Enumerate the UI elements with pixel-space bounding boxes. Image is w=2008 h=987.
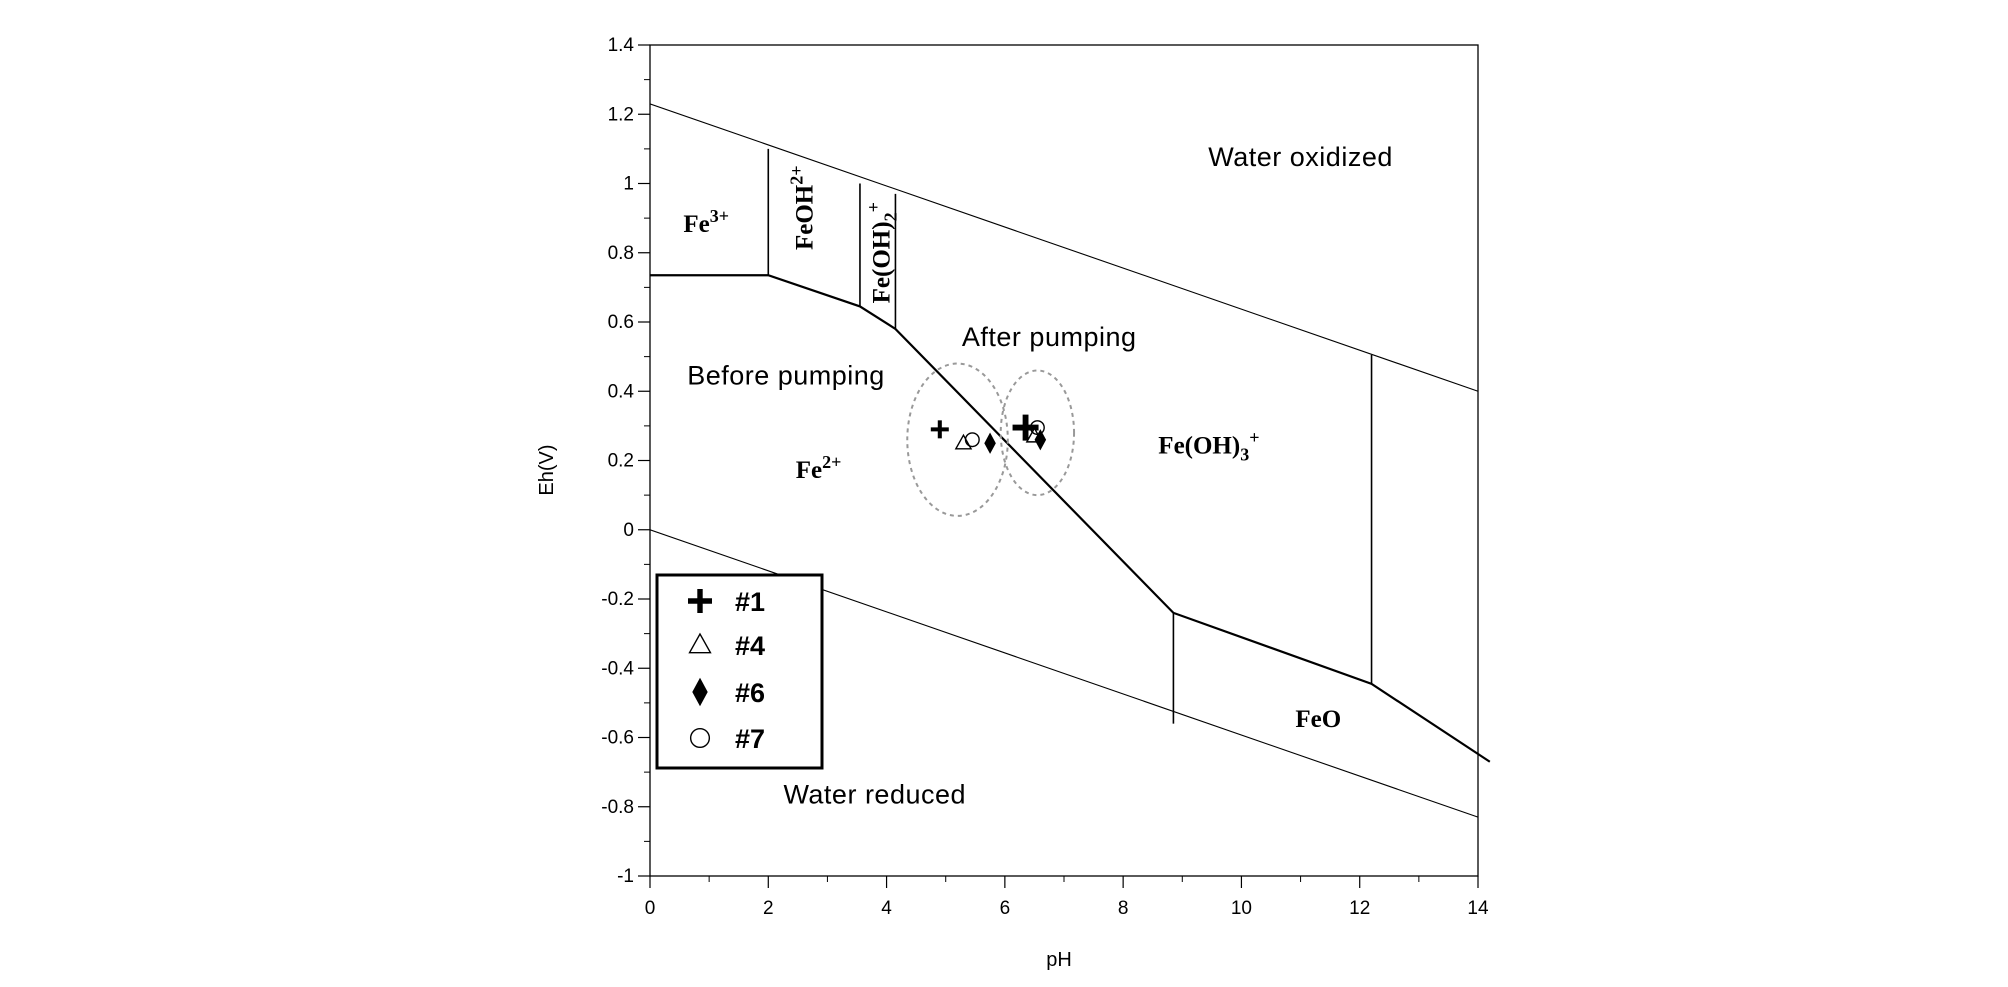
x-tick-label: 10 [1231,898,1252,919]
legend-item-n1: #1 [688,587,765,617]
marker-n6-2 [1034,429,1047,451]
region-label-subscript: 3 [1240,445,1249,465]
region-label-feo: FeO [1295,706,1341,733]
legend-label: #1 [735,587,765,617]
x-tick-label: 4 [881,898,892,919]
x-tick-label: 12 [1349,898,1370,919]
x-axis-label: pH [1046,949,1072,971]
region-label-fe-oh-2-: Fe(OH)2+ [864,202,901,303]
y-axis-label: Eh(V) [536,444,558,495]
region-label-superscript: + [864,202,884,212]
y-tick-label: 1 [623,174,634,195]
y-tick-label: -1 [617,866,634,887]
x-axis-ticks: 0 2 4 6 8 10 12 14 [645,876,1489,919]
region-label-fe-oh-3-: Fe(OH)3+ [1158,428,1259,465]
y-tick-label: 1.4 [608,35,635,56]
marker-n4-1 [954,433,973,450]
region-label-subscript: 2 [881,212,901,221]
x-tick-label: 0 [645,898,656,919]
ellipse-after-pumping [999,369,1076,497]
y-tick-label: 0.2 [608,451,634,472]
x-tick-label: 14 [1467,898,1489,919]
legend-box [655,573,824,770]
region-label-superscript: 3+ [710,206,729,226]
data-markers [930,414,1047,454]
legend-label: #4 [735,631,765,661]
region-label-feoh2-: FeOH2+ [787,165,819,250]
legend-item-n7: #7 [689,724,765,754]
marker-n7-2 [1029,420,1045,436]
x-tick-label: 8 [1118,898,1129,919]
legend-label: #7 [735,724,765,754]
water-oxidation-line [650,103,1479,392]
legend-marker-plus [688,589,712,613]
ellipse-before-pumping [906,362,1009,517]
region-label-water-oxidized: Water oxidized [1208,142,1393,172]
y-tick-label: 0.6 [608,312,634,333]
region-label-text: FeOH [792,184,819,250]
region-label-after-pumping: After pumping [962,322,1137,352]
region-label-superscript: 2+ [822,452,841,472]
region-label-before-pumping: Before pumping [687,360,885,390]
region-label-text: FeO [1295,706,1341,733]
region-label-superscript: + [1249,428,1259,448]
y-tick-label: -0.8 [601,797,634,818]
legend-item-n6: #6 [692,677,765,708]
y-tick-label: -0.4 [601,658,634,679]
region-label-superscript: 2+ [787,165,807,184]
x-tick-label: 2 [763,898,774,919]
legend-marker-circle [689,727,711,749]
region-label-fe3-: Fe3+ [683,206,729,238]
region-label-text: Fe [796,457,822,484]
y-tick-label: 0 [623,520,634,541]
legend: #1 #4 #6 #7 [655,573,824,770]
y-axis-ticks: 1.4 1.2 1 0.8 0.6 0.4 0.2 0 -0.2 -0.4 -0.6 -0.8 -1 [601,35,650,887]
marker-n1-1 [930,420,949,439]
group-ellipses [906,362,1076,517]
legend-marker-diamond [692,677,708,707]
x-tick-label: 6 [1000,898,1011,919]
y-tick-label: 1.2 [608,104,634,125]
region-labels: Water oxidized Water reduced Before pumpin… [683,142,1392,809]
y-tick-label: -0.2 [601,589,634,610]
region-label-text: Fe(OH) [869,221,896,303]
marker-n7-1 [964,432,980,448]
region-label-text: Fe(OH) [1158,433,1240,460]
region-label-text: Fe [683,211,709,238]
legend-label: #6 [735,678,765,708]
region-label-fe2-: Fe2+ [796,452,842,484]
y-tick-label: -0.6 [601,728,634,749]
y-tick-label: 0.8 [608,243,634,264]
legend-item-n4: #4 [688,631,765,661]
y-tick-label: 0.4 [608,381,635,402]
legend-marker-triangle [688,632,712,654]
region-label-water-reduced: Water reduced [783,779,966,809]
marker-n6-1 [984,432,996,454]
